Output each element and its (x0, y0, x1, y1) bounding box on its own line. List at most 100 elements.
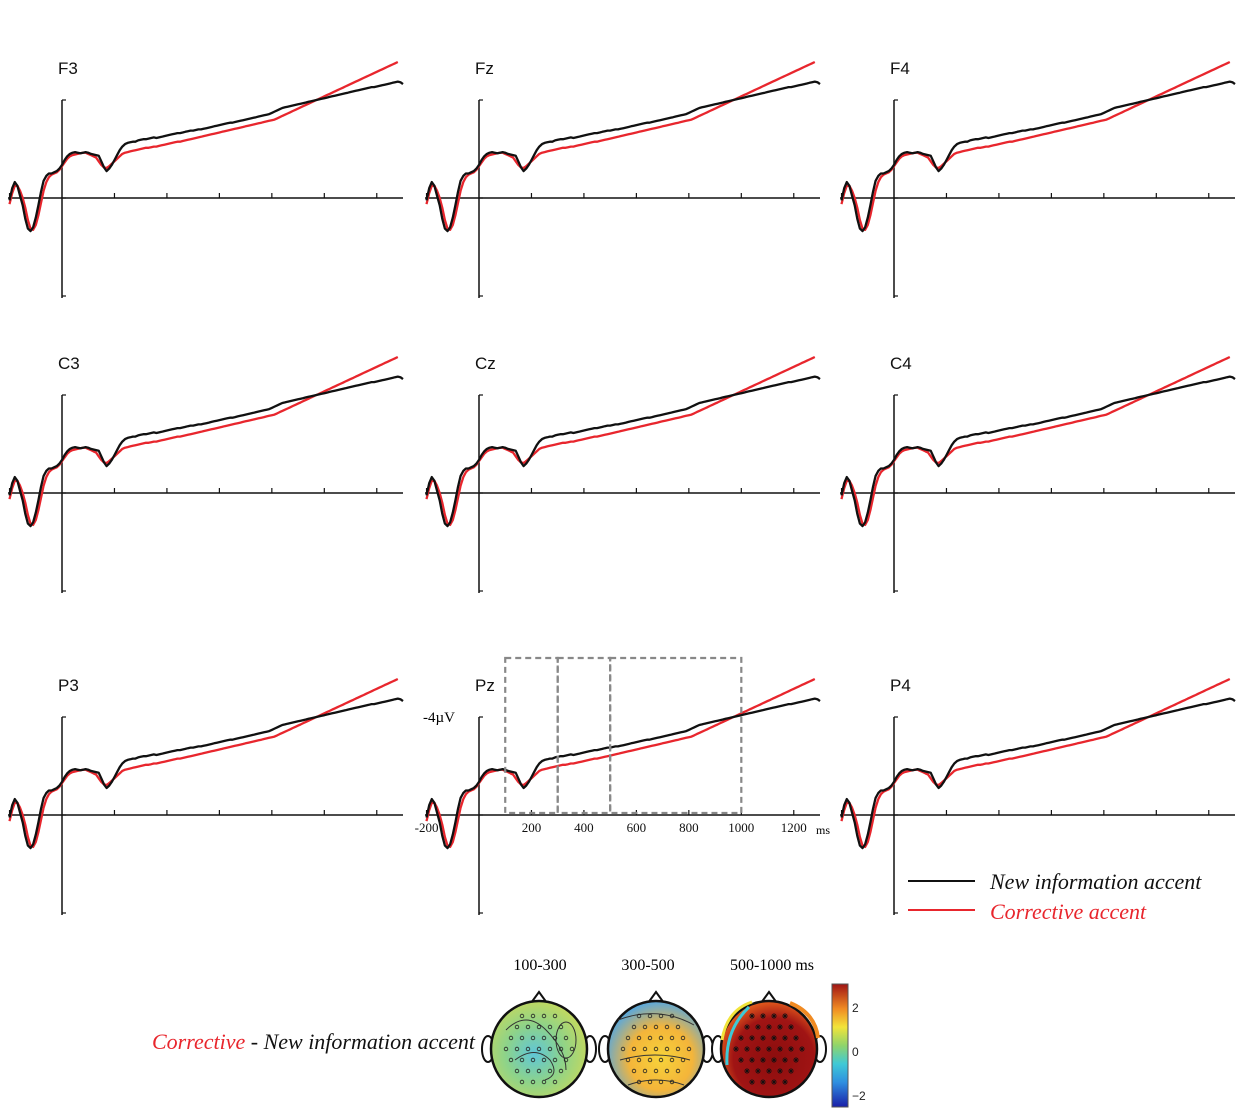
electrode-marker-significant (766, 1024, 772, 1030)
electrode-marker (552, 1057, 558, 1063)
electrode-marker-significant (744, 1068, 750, 1074)
electrode-marker (541, 1013, 547, 1019)
series-corrective-c4 (840, 355, 1231, 527)
electrode-marker-significant (788, 1046, 794, 1052)
electrode-marker (625, 1057, 631, 1063)
electrode-marker (525, 1024, 531, 1030)
topo-contrast-rest: - New information accent (245, 1029, 476, 1054)
electrode-marker (536, 1068, 542, 1074)
panel-f3: F3 (8, 59, 404, 298)
channel-label-pz: Pz (475, 676, 495, 695)
electrode-marker (547, 1046, 553, 1052)
channel-label-cz: Cz (475, 354, 496, 373)
electrode-marker-significant (744, 1024, 750, 1030)
topo-map-500-1000 (711, 990, 827, 1099)
pz-x-tick-label: -200 (415, 820, 439, 835)
electrode-marker (636, 1057, 642, 1063)
electrode-marker (636, 1035, 642, 1041)
electrode-marker (675, 1068, 681, 1074)
topo-map-300-500 (598, 990, 714, 1099)
channel-label-c4: C4 (890, 354, 912, 373)
electrode-marker-significant (749, 1035, 755, 1041)
electrode-marker (514, 1068, 520, 1074)
electrode-marker (669, 1035, 675, 1041)
electrode-marker-significant (749, 1013, 755, 1019)
electrode-marker-significant (760, 1035, 766, 1041)
colorbar (831, 983, 849, 1108)
electrode-marker-significant (755, 1024, 761, 1030)
electrode-marker-significant (782, 1013, 788, 1019)
electrode-marker (642, 1068, 648, 1074)
pz-x-tick-label: 1000 (728, 820, 754, 835)
electrode-marker-significant (749, 1079, 755, 1085)
pz-scale-label: -4µV (423, 710, 455, 726)
pz-x-tick-labels: -200 200 400 600 800 1000 1200 (415, 820, 807, 835)
series-corrective-pz (425, 677, 816, 849)
electrode-marker (658, 1035, 664, 1041)
series-new-info-f3 (8, 80, 404, 233)
electrode-marker-significant (766, 1068, 772, 1074)
electrode-marker (536, 1046, 542, 1052)
window-box-3 (609, 656, 743, 815)
panel-p4: P4 (840, 676, 1236, 915)
window-box-2 (556, 656, 612, 815)
series-corrective-f3 (8, 60, 399, 231)
pz-x-tick-label: 600 (627, 820, 647, 835)
legend: New information accent Corrective accent (908, 869, 1202, 924)
electrode-marker-significant (766, 1046, 772, 1052)
electrode-marker (558, 1046, 564, 1052)
pz-x-tick-label: 400 (574, 820, 594, 835)
series-corrective-p4 (840, 677, 1231, 849)
electrode-marker (631, 1068, 637, 1074)
electrode-marker (519, 1013, 525, 1019)
electrode-marker (669, 1079, 675, 1085)
series-new-info-p4 (840, 697, 1236, 850)
electrode-marker-significant (738, 1057, 744, 1063)
electrode-marker-significant (733, 1046, 739, 1052)
electrode-marker-significant (799, 1046, 805, 1052)
electrode-marker-significant (760, 1079, 766, 1085)
topo-contrast-label: Corrective - New information accent (152, 1029, 476, 1054)
electrode-marker (636, 1013, 642, 1019)
pz-x-tick-label: 800 (679, 820, 699, 835)
panel-fz: Fz (425, 59, 821, 298)
electrode-marker (552, 1035, 558, 1041)
electrode-marker-significant (793, 1035, 799, 1041)
pz-x-tick-label: 1200 (781, 820, 807, 835)
electrode-marker (658, 1013, 664, 1019)
electrode-marker-significant (760, 1013, 766, 1019)
topo-window-label-3: 500-1000 ms (730, 957, 814, 974)
electrode-marker-significant (777, 1068, 783, 1074)
channel-label-c3: C3 (58, 354, 80, 373)
electrode-marker-significant (782, 1079, 788, 1085)
legend-corrective-label: Corrective accent (990, 899, 1147, 924)
electrode-marker-significant (771, 1079, 777, 1085)
electrode-marker (552, 1013, 558, 1019)
series-new-info-fz (425, 80, 821, 233)
electrode-marker (653, 1068, 659, 1074)
topo-contrast-corrective: Corrective (152, 1029, 245, 1054)
electrode-marker (563, 1035, 569, 1041)
electrode-marker (653, 1024, 659, 1030)
electrode-marker (530, 1035, 536, 1041)
series-new-info-cz (425, 375, 821, 528)
electrode-marker (675, 1024, 681, 1030)
electrode-marker (625, 1035, 631, 1041)
electrode-marker-significant (793, 1057, 799, 1063)
electrode-marker (541, 1035, 547, 1041)
electrode-marker-significant (782, 1057, 788, 1063)
electrode-marker-significant (755, 1046, 761, 1052)
electrode-marker (514, 1046, 520, 1052)
topography: 100-300 300-500 500-1000 ms Corrective -… (152, 957, 866, 1108)
electrode-marker (647, 1035, 653, 1041)
electrode-marker-significant (744, 1046, 750, 1052)
channel-label-p4: P4 (890, 676, 911, 695)
electrode-marker-significant (749, 1057, 755, 1063)
topo-map-100-300 (481, 990, 597, 1099)
electrode-marker (647, 1079, 653, 1085)
electrode-marker (503, 1046, 509, 1052)
electrode-marker-significant (760, 1057, 766, 1063)
electrode-marker (664, 1024, 670, 1030)
electrode-marker (547, 1024, 553, 1030)
